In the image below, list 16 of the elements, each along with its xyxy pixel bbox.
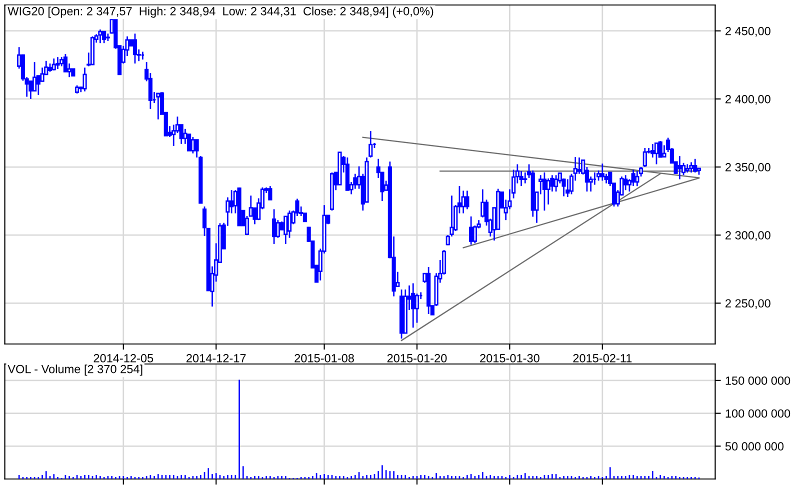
y-tick-label: 150 000 000 (726, 376, 790, 385)
x-tick-label: 2015-02-11 (573, 354, 632, 362)
chart-title: WIG20 [Open: 2 347,57 High: 2 348,94 Low: 2 344,31 Close: 2 348,94] (+0,0%) (8, 6, 434, 18)
y-tick-label: 100 000 000 (726, 409, 790, 418)
y-tick-label: 2 250,00 (726, 299, 770, 309)
y-tick-label: 2 400,00 (726, 94, 770, 105)
x-tick-label: 2014-12-05 (94, 354, 154, 362)
x-tick-label: 2015-01-20 (387, 354, 447, 362)
y-tick-label: 2 300,00 (726, 231, 770, 241)
x-tick-label: 2014-12-17 (186, 354, 246, 362)
y-tick-label: 2 350,00 (726, 163, 770, 173)
y-tick-label: 2 450,00 (726, 26, 770, 37)
chart-title: VOL - Volume [2 370 254] (8, 364, 142, 376)
x-tick-label: 2015-01-08 (294, 354, 354, 362)
y-tick-label: 50 000 000 (725, 442, 784, 451)
x-tick-label: 2015-01-30 (480, 354, 540, 362)
